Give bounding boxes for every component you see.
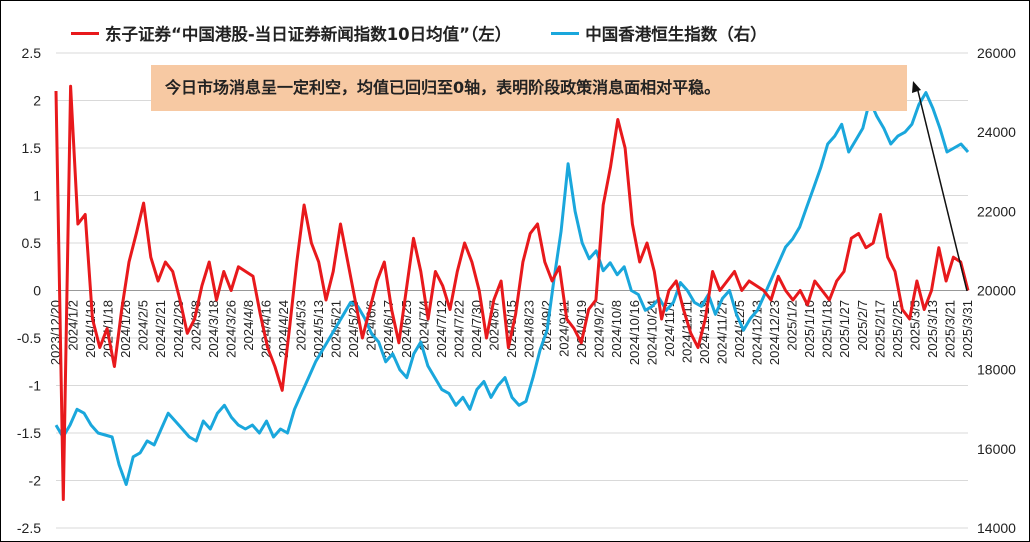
x-tick-label: 2024/8/23 — [522, 300, 537, 358]
y-left-tick-label: 2.5 — [22, 45, 42, 61]
x-tick-label: 2025/1/18 — [820, 300, 835, 358]
x-tick-label: 2024/3/18 — [206, 300, 221, 358]
series-lines — [54, 84, 970, 501]
y-left-tick-label: -1 — [29, 378, 42, 394]
x-tick-label: 2024/7/12 — [434, 300, 449, 358]
y-left-tick-label: -0.5 — [17, 330, 41, 346]
legend-item-hang-seng: 中国香港恒生指数（右） — [551, 21, 767, 45]
x-tick-label: 2025/2/17 — [872, 300, 887, 358]
y-left-tick-label: 0.5 — [22, 235, 42, 251]
x-tick-label: 2025/1/27 — [837, 300, 852, 358]
x-tick-label: 2024/1/10 — [83, 300, 98, 358]
x-tick-label: 2024/9/19 — [574, 300, 589, 358]
y-right-tick-label: 26000 — [977, 45, 1016, 61]
legend-item-news-index: 东子证券“中国港股-当日证券新闻指数10日均值”（左） — [71, 21, 511, 45]
gridlines — [56, 52, 968, 529]
x-tick-label: 2025/2/25 — [890, 300, 905, 358]
x-tick-label: 2024/11/1 — [662, 300, 677, 357]
x-tick-label: 2025/3/5 — [907, 300, 922, 351]
x-tick-label: 2024/6/17 — [381, 300, 396, 358]
legend-swatch-blue — [551, 31, 580, 35]
y-right-tick-label: 20000 — [977, 283, 1016, 299]
x-tick-label: 2024/12/23 — [767, 300, 782, 365]
y-left-tick-label: 1 — [33, 188, 41, 204]
x-tick-label: 2024/7/22 — [451, 300, 466, 358]
x-tick-label: 2024/2/29 — [171, 300, 186, 358]
y-right-tick-label: 14000 — [977, 520, 1016, 536]
legend-swatch-red — [71, 31, 99, 35]
y-left-tick-label: 2 — [33, 93, 41, 109]
x-tick-label: 2025/1/2 — [785, 300, 800, 351]
x-tick-label: 2024/11/27 — [714, 300, 729, 364]
x-tick-label: 2024/4/8 — [241, 300, 256, 351]
x-tick-label: 2025/2/7 — [855, 300, 870, 351]
x-tick-label: 2024/11/11 — [679, 300, 694, 363]
x-tick-label: 2024/5/3 — [294, 300, 309, 351]
x-tick-label: 2024/10/8 — [609, 300, 624, 358]
y-left-tick-label: 1.5 — [22, 140, 42, 156]
legend-label-hang-seng: 中国香港恒生指数（右） — [585, 25, 767, 44]
x-tick-label: 2025/1/10 — [802, 300, 817, 358]
x-tick-label: 2024/9/11 — [557, 300, 572, 357]
series-line-news-index — [54, 84, 970, 501]
legend-label-news-index: 东子证券“中国港股-当日证券新闻指数10日均值”（左） — [105, 25, 512, 44]
y-axis-left: -2.5 -2 -1.5 -1 -0.5 0 0.5 1 1.5 2 2.5 — [17, 45, 41, 536]
y-left-tick-label: -1.5 — [17, 425, 41, 441]
y-left-tick-label: -2 — [29, 473, 42, 489]
annotation-box: 今日市场消息呈一定利空，均值已回归至0轴，表明阶段政策消息面相对平稳。 — [151, 65, 907, 111]
x-tick-label: 2024/5/13 — [311, 300, 326, 358]
x-tick-label: 2024/10/16 — [627, 300, 642, 365]
annotation-arrow-line — [916, 86, 968, 292]
y-left-tick-label: -2.5 — [17, 520, 41, 536]
legend: 东子证券“中国港股-当日证券新闻指数10日均值”（左） 中国香港恒生指数（右） — [71, 19, 807, 47]
x-tick-label: 2025/3/13 — [925, 300, 940, 358]
x-tick-label: 2024/3/8 — [188, 300, 203, 351]
y-right-tick-label: 16000 — [977, 441, 1016, 457]
y-left-tick-label: 0 — [33, 283, 41, 299]
series-line-hang-seng — [54, 91, 970, 486]
annotation-arrow — [912, 81, 968, 292]
x-tick-label: 2024/4/16 — [258, 300, 273, 358]
y-right-tick-label: 24000 — [977, 124, 1016, 140]
annotation-arrow-head — [912, 81, 921, 93]
x-tick-label: 2024/7/30 — [469, 300, 484, 358]
x-tick-label: 2025/3/21 — [942, 300, 957, 358]
x-tick-label: 2024/3/26 — [223, 300, 238, 358]
x-tick-label: 2024/2/21 — [153, 300, 168, 358]
x-tick-label: 2024/10/24 — [644, 300, 659, 365]
y-right-tick-label: 22000 — [977, 203, 1016, 219]
x-tick-label: 2024/11/19 — [697, 300, 712, 364]
x-tick-label: 2024/9/27 — [592, 300, 607, 358]
x-tick-label: 2024/1/2 — [66, 300, 81, 351]
y-right-tick-label: 18000 — [977, 362, 1016, 378]
x-tick-label: 2024/2/5 — [136, 300, 151, 351]
x-tick-label: 2025/3/31 — [960, 300, 975, 358]
y-axis-right: 14000 16000 18000 20000 22000 24000 26000 — [977, 45, 1016, 536]
